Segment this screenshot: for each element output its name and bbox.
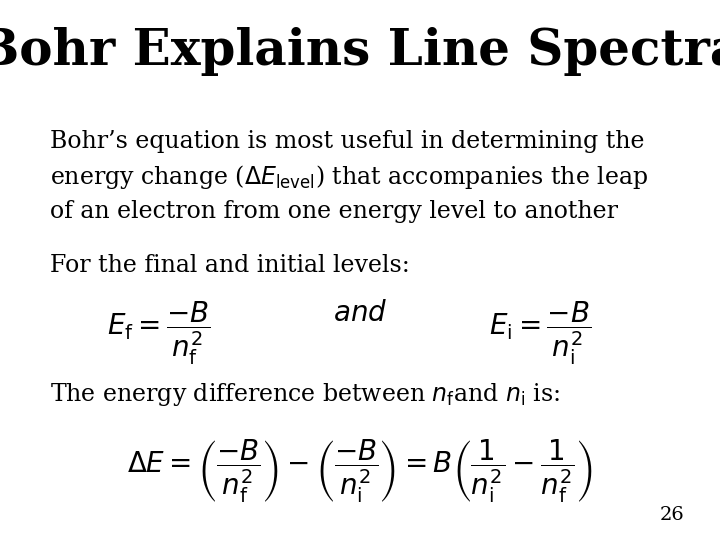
Text: $E_{\mathrm{i}} = \dfrac{-B}{n_{\mathrm{i}}^{2}}$: $E_{\mathrm{i}} = \dfrac{-B}{n_{\mathrm{… [489,300,591,367]
Text: The energy difference between $n_{\mathrm{f}}$and $n_{\mathrm{i}}$ is:: The energy difference between $n_{\mathr… [50,381,561,408]
Text: Bohr’s equation is most useful in determining the
energy change ($\Delta E_{\mat: Bohr’s equation is most useful in determ… [50,130,649,223]
Text: $E_{\mathrm{f}} = \dfrac{-B}{n_{\mathrm{f}}^{2}}$: $E_{\mathrm{f}} = \dfrac{-B}{n_{\mathrm{… [107,300,210,367]
Text: $\mathit{and}$: $\mathit{and}$ [333,300,387,327]
Text: 26: 26 [660,506,684,524]
Text: Bohr Explains Line Spectra: Bohr Explains Line Spectra [0,27,720,76]
Text: $\Delta E = \left(\dfrac{-B}{n_{\mathrm{f}}^{2}}\right) - \left(\dfrac{-B}{n_{\m: $\Delta E = \left(\dfrac{-B}{n_{\mathrm{… [127,437,593,505]
Text: For the final and initial levels:: For the final and initial levels: [50,254,410,277]
